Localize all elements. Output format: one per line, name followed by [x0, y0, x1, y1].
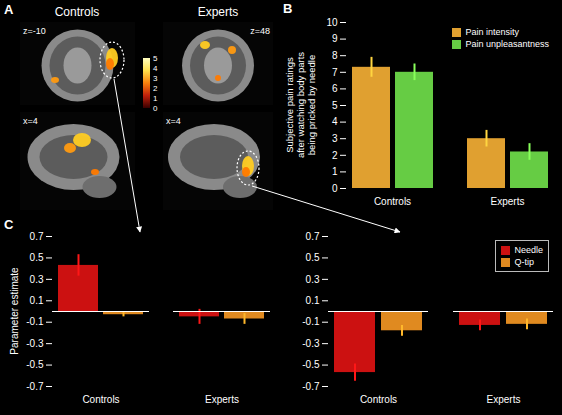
svg-text:-0.3: -0.3 [26, 338, 44, 349]
svg-text:10: 10 [326, 17, 338, 28]
svg-text:x=4: x=4 [23, 116, 38, 126]
html-text:Q-tip: Q-tip [514, 257, 534, 267]
svg-text:z=-10: z=-10 [23, 26, 46, 36]
svg-text:4: 4 [153, 64, 158, 73]
svg-text:-0.5: -0.5 [26, 359, 44, 370]
svg-text:0.3: 0.3 [30, 274, 44, 285]
svg-text:B: B [283, 1, 292, 16]
svg-text:0.1: 0.1 [306, 295, 320, 306]
svg-text:-0.5: -0.5 [302, 359, 320, 370]
svg-text:9: 9 [332, 33, 338, 44]
svg-text:Experts: Experts [491, 196, 525, 207]
svg-text:after watching body parts: after watching body parts [295, 52, 306, 158]
svg-text:Controls: Controls [55, 5, 100, 19]
svg-text:8: 8 [332, 50, 338, 61]
svg-text:0.5: 0.5 [30, 252, 44, 263]
svg-text:0.1: 0.1 [30, 295, 44, 306]
svg-text:6: 6 [332, 83, 338, 94]
svg-text:Controls: Controls [360, 394, 397, 405]
svg-text:1: 1 [332, 166, 338, 177]
svg-text:-0.7: -0.7 [302, 381, 320, 392]
svg-text:being pricked by needle: being pricked by needle [306, 55, 317, 155]
svg-text:5: 5 [332, 100, 338, 111]
svg-text:Experts: Experts [205, 394, 239, 405]
svg-text:z=48: z=48 [250, 26, 270, 36]
svg-text:Subjective pain ratings: Subjective pain ratings [284, 57, 295, 153]
svg-text:2: 2 [153, 84, 158, 93]
svg-text:3: 3 [332, 133, 338, 144]
svg-text:Controls: Controls [374, 196, 411, 207]
svg-text:-0.1: -0.1 [26, 316, 44, 327]
svg-text:0.7: 0.7 [30, 231, 44, 242]
html-text:Needle: Needle [514, 245, 543, 255]
svg-text:0.5: 0.5 [306, 252, 320, 263]
svg-text:0.7: 0.7 [306, 231, 320, 242]
svg-text:Parameter estimate: Parameter estimate [9, 267, 20, 355]
svg-text:x=4: x=4 [166, 116, 181, 126]
svg-text:0.3: 0.3 [306, 274, 320, 285]
html-text:Pain unpleasantness: Pain unpleasantness [465, 39, 549, 49]
svg-text:Experts: Experts [198, 5, 239, 19]
svg-text:-0.3: -0.3 [302, 338, 320, 349]
svg-text:0: 0 [153, 104, 158, 113]
svg-text:A: A [4, 2, 14, 17]
svg-text:1: 1 [153, 94, 158, 103]
html-text:Pain intensity: Pain intensity [465, 27, 519, 37]
svg-text:2: 2 [332, 150, 338, 161]
svg-text:5: 5 [153, 54, 158, 63]
svg-text:-0.7: -0.7 [26, 381, 44, 392]
svg-text:-0.1: -0.1 [302, 316, 320, 327]
svg-text:3: 3 [153, 74, 158, 83]
svg-text:0: 0 [332, 183, 338, 194]
svg-text:4: 4 [332, 116, 338, 127]
svg-text:C: C [4, 217, 14, 232]
svg-text:Controls: Controls [82, 394, 119, 405]
svg-text:7: 7 [332, 67, 338, 78]
svg-text:Experts: Experts [487, 394, 521, 405]
